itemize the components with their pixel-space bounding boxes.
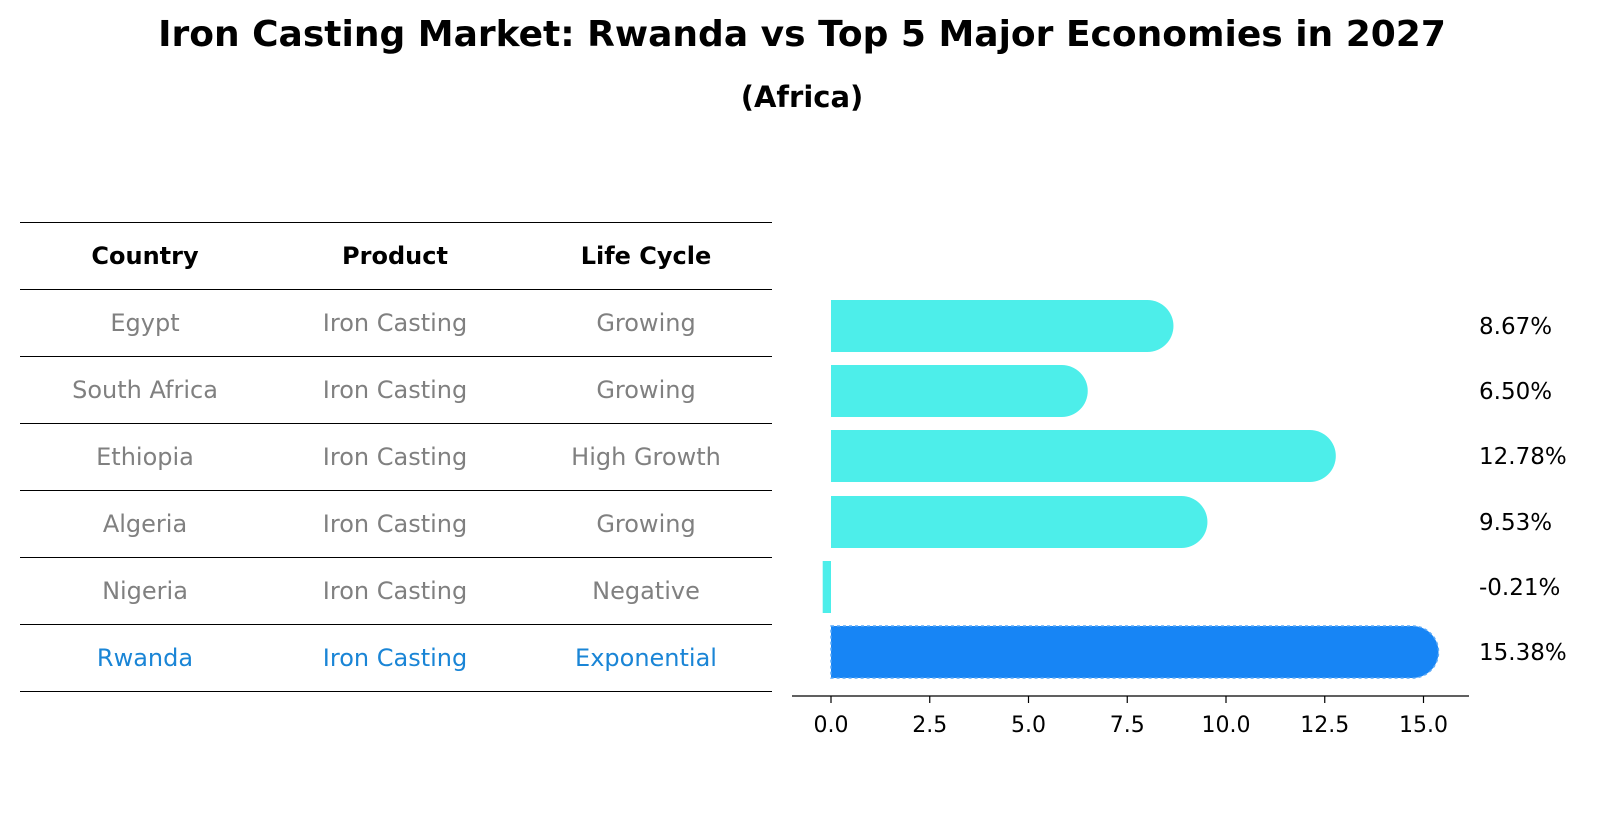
- x-tick-label: 2.5: [912, 713, 947, 738]
- x-tick-label: 7.5: [1110, 713, 1145, 738]
- country-cell: Rwanda: [96, 644, 194, 672]
- product-cell: Iron Casting: [322, 443, 468, 471]
- value-label: 15.38%: [1479, 640, 1567, 666]
- country-cell: South Africa: [72, 376, 218, 404]
- country-cell: Egypt: [110, 309, 180, 337]
- bar-ethiopia: [831, 430, 1336, 482]
- life-cycle-cell: Negative: [592, 577, 700, 605]
- table-row: Nigeria Iron Casting Negative: [20, 557, 772, 624]
- bar-rwanda: [830, 625, 1440, 679]
- life-cycle-cell: Exponential: [575, 644, 717, 672]
- x-tick-label: 0.0: [814, 713, 849, 738]
- bar-nigeria: [822, 561, 831, 613]
- x-tick-label: 10.0: [1202, 713, 1251, 738]
- country-table: Country Product Life Cycle Egypt Iron Ca…: [20, 222, 772, 692]
- x-tick-label: 5.0: [1011, 713, 1046, 738]
- bar-south-africa: [831, 365, 1088, 417]
- table-row: South Africa Iron Casting Growing: [20, 356, 772, 423]
- value-label: 6.50%: [1479, 379, 1552, 405]
- product-cell: Iron Casting: [322, 644, 468, 672]
- header-life-cycle: Life Cycle: [580, 242, 712, 270]
- value-label: 9.53%: [1479, 510, 1552, 536]
- product-cell: Iron Casting: [322, 577, 468, 605]
- chart-title: Iron Casting Market: Rwanda vs Top 5 Maj…: [158, 14, 1446, 55]
- product-cell: Iron Casting: [322, 309, 468, 337]
- country-cell: Ethiopia: [96, 443, 194, 471]
- product-cell: Iron Casting: [322, 376, 468, 404]
- table-row-highlight: Rwanda Iron Casting Exponential: [20, 624, 772, 692]
- bar-algeria: [831, 496, 1208, 548]
- product-cell: Iron Casting: [322, 510, 468, 538]
- header-country: Country: [91, 242, 199, 270]
- value-label: 8.67%: [1479, 314, 1552, 340]
- life-cycle-cell: Growing: [596, 510, 696, 538]
- x-tick-label: 12.5: [1300, 713, 1349, 738]
- value-label: 12.78%: [1479, 444, 1567, 470]
- header-product: Product: [342, 242, 448, 270]
- x-tick-label: 15.0: [1399, 713, 1448, 738]
- table-row: Ethiopia Iron Casting High Growth: [20, 423, 772, 490]
- bar-egypt: [831, 300, 1174, 352]
- life-cycle-cell: Growing: [596, 309, 696, 337]
- table-header-row: Country Product Life Cycle: [20, 222, 772, 289]
- country-cell: Nigeria: [102, 577, 188, 605]
- country-cell: Algeria: [102, 510, 188, 538]
- life-cycle-cell: Growing: [596, 376, 696, 404]
- table-row: Algeria Iron Casting Growing: [20, 490, 772, 557]
- chart-subtitle: (Africa): [740, 80, 864, 114]
- value-label: -0.21%: [1479, 575, 1560, 601]
- life-cycle-cell: High Growth: [571, 443, 721, 471]
- table-row: Egypt Iron Casting Growing: [20, 289, 772, 356]
